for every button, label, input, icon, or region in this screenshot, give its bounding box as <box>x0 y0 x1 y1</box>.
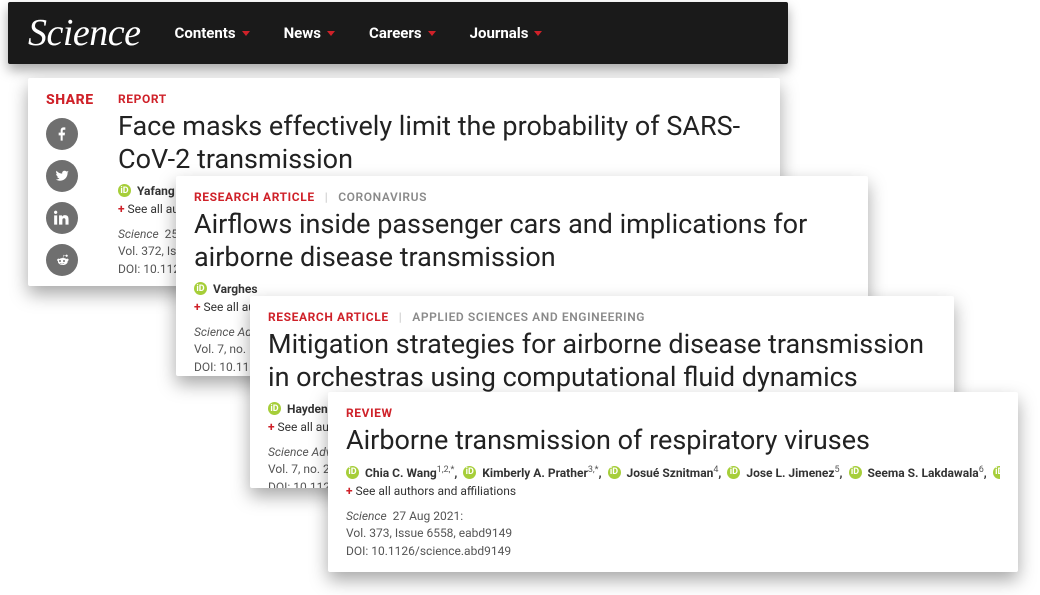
author-name[interactable]: Seema S. Lakdawala6, <box>868 465 987 480</box>
article-title[interactable]: Airborne transmission of respiratory vir… <box>346 424 1000 457</box>
author-name[interactable]: Varghes <box>213 282 258 296</box>
article-kicker: REPORT <box>118 92 167 106</box>
nav-item-careers[interactable]: Careers <box>369 24 436 42</box>
orcid-icon: iD <box>608 466 621 479</box>
article-title[interactable]: Airflows inside passenger cars and impli… <box>194 208 850 274</box>
caret-down-icon <box>242 31 250 36</box>
twitter-icon[interactable] <box>46 160 78 192</box>
top-navbar: Science Contents News Careers Journals <box>8 2 788 64</box>
kicker-row: RESEARCH ARTICLE | APPLIED SCIENCES AND … <box>268 310 936 324</box>
kicker-separator: | <box>325 190 329 204</box>
orcid-icon: iD <box>463 466 476 479</box>
authors-row: iD Varghes <box>194 282 850 296</box>
nav-label: Contents <box>175 24 236 42</box>
share-column: SHARE <box>46 92 118 274</box>
article-subkicker: APPLIED SCIENCES AND ENGINEERING <box>412 310 645 324</box>
kicker-separator: | <box>399 310 403 324</box>
authors-row: iD Chia C. Wang1,2,*, iD Kimberly A. Pra… <box>346 465 1000 480</box>
article-kicker: REVIEW <box>346 406 393 420</box>
article-card: REVIEW Airborne transmission of respirat… <box>328 392 1018 572</box>
orcid-icon: iD <box>118 184 131 197</box>
article-kicker: RESEARCH ARTICLE <box>194 190 315 204</box>
orcid-icon: iD <box>194 282 207 295</box>
nav-item-journals[interactable]: Journals <box>470 24 543 42</box>
orcid-icon: iD <box>268 402 281 415</box>
kicker-row: RESEARCH ARTICLE | CORONAVIRUS <box>194 190 850 204</box>
nav-item-news[interactable]: News <box>284 24 335 42</box>
author-name[interactable]: Chia C. Wang1,2,*, <box>365 465 457 480</box>
kicker-row: REVIEW <box>346 406 1000 420</box>
article-subkicker: CORONAVIRUS <box>338 190 427 204</box>
nav-item-contents[interactable]: Contents <box>175 24 250 42</box>
orcid-icon: iD <box>993 466 1000 479</box>
share-icons <box>46 118 118 276</box>
article-title[interactable]: Face masks effectively limit the probabi… <box>118 110 762 176</box>
caret-down-icon <box>428 31 436 36</box>
nav-items: Contents News Careers Journals <box>175 24 543 42</box>
caret-down-icon <box>327 31 335 36</box>
kicker-row: REPORT <box>118 92 762 106</box>
author-name[interactable]: Jose L. Jimenez5, <box>746 465 842 480</box>
article-kicker: RESEARCH ARTICLE <box>268 310 389 324</box>
reddit-icon[interactable] <box>46 244 78 276</box>
nav-label: Careers <box>369 24 422 42</box>
caret-down-icon <box>534 31 542 36</box>
facebook-icon[interactable] <box>46 118 78 150</box>
linkedin-icon[interactable] <box>46 202 78 234</box>
article-meta: Science 27 Aug 2021: Vol. 373, Issue 655… <box>346 508 1000 560</box>
share-label: SHARE <box>46 92 118 108</box>
article-content: REVIEW Airborne transmission of respirat… <box>346 406 1000 560</box>
nav-label: Journals <box>470 24 529 42</box>
orcid-icon: iD <box>346 466 359 479</box>
orcid-icon: iD <box>849 466 862 479</box>
science-logo[interactable]: Science <box>28 11 141 55</box>
see-all-authors[interactable]: +See all authors and affiliations <box>346 484 1000 498</box>
author-name[interactable]: Kimberly A. Prather3,*, <box>482 465 601 480</box>
orcid-icon: iD <box>727 466 740 479</box>
nav-label: News <box>284 24 321 42</box>
article-title[interactable]: Mitigation strategies for airborne disea… <box>268 328 936 394</box>
author-name[interactable]: Josué Sznitman4, <box>627 465 722 480</box>
